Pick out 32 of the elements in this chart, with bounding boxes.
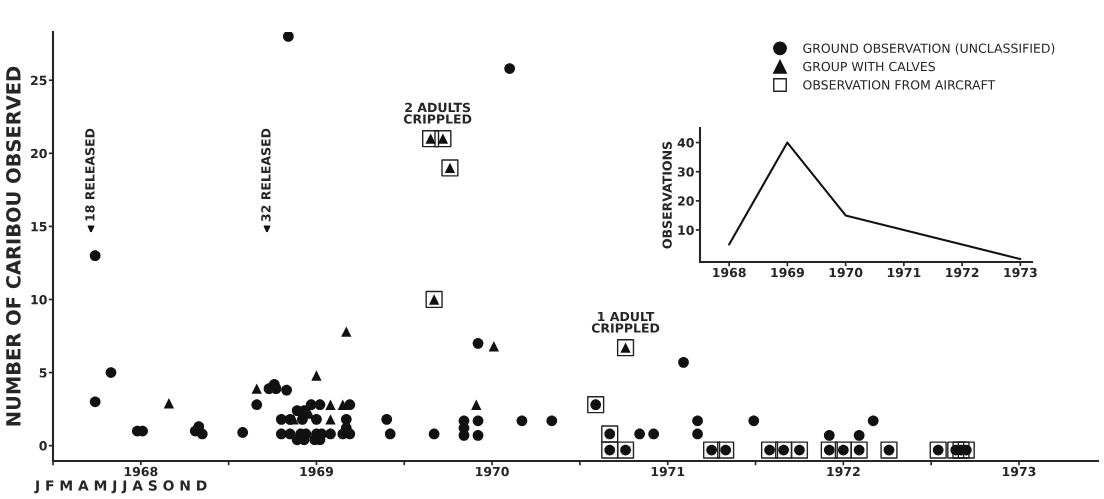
- x-tick-label: 1971: [887, 267, 921, 278]
- x-tick-label: 1970: [829, 267, 863, 278]
- x-tick-label: 1969: [771, 267, 804, 278]
- x-tick-label: 1972: [827, 466, 860, 477]
- x-tick-label: 1973: [1004, 267, 1037, 278]
- x-tick-label: 1970: [476, 466, 509, 477]
- y-tick-label: 10: [678, 225, 694, 235]
- x-tick-label: 1972: [946, 267, 979, 278]
- y-tick-label: 10: [31, 294, 47, 305]
- y-tick-label: 25: [31, 75, 47, 86]
- annotation: 2 ADULTS CRIPPLED: [403, 102, 472, 124]
- y-tick-label: 20: [678, 196, 694, 206]
- y-tick-label: 5: [39, 368, 47, 378]
- y-axis-title: NUMBER OF CARIBOU OBSERVED: [6, 66, 21, 426]
- text: J F M A M J J A S O N D: [34, 480, 207, 494]
- annotation: 1 ADULT CRIPPLED: [591, 311, 660, 333]
- annotation: 32 RELEASED: [261, 128, 271, 222]
- y-tick-label: 0: [39, 441, 47, 451]
- legend-label: GROUND OBSERVATION (UNCLASSIFIED): [803, 43, 1055, 55]
- legend-label: OBSERVATION FROM AIRCRAFT: [803, 80, 996, 90]
- y-tick-label: 30: [677, 167, 694, 177]
- x-tick-label: 1969: [300, 466, 334, 477]
- x-tick-label: 1973: [1002, 466, 1036, 477]
- x-tick-label: 1968: [124, 466, 158, 477]
- legend-label: GROUP WITH CALVES: [803, 61, 935, 72]
- annotation: 18 RELEASED: [85, 128, 95, 221]
- x-tick-label: 1971: [651, 466, 685, 477]
- y-tick-label: 20: [31, 148, 47, 159]
- y-tick-label: 15: [31, 222, 47, 232]
- x-tick-label: 1968: [713, 267, 746, 278]
- y-tick-label: 40: [677, 138, 694, 148]
- y-axis-title: OBSERVATIONS: [662, 141, 672, 249]
